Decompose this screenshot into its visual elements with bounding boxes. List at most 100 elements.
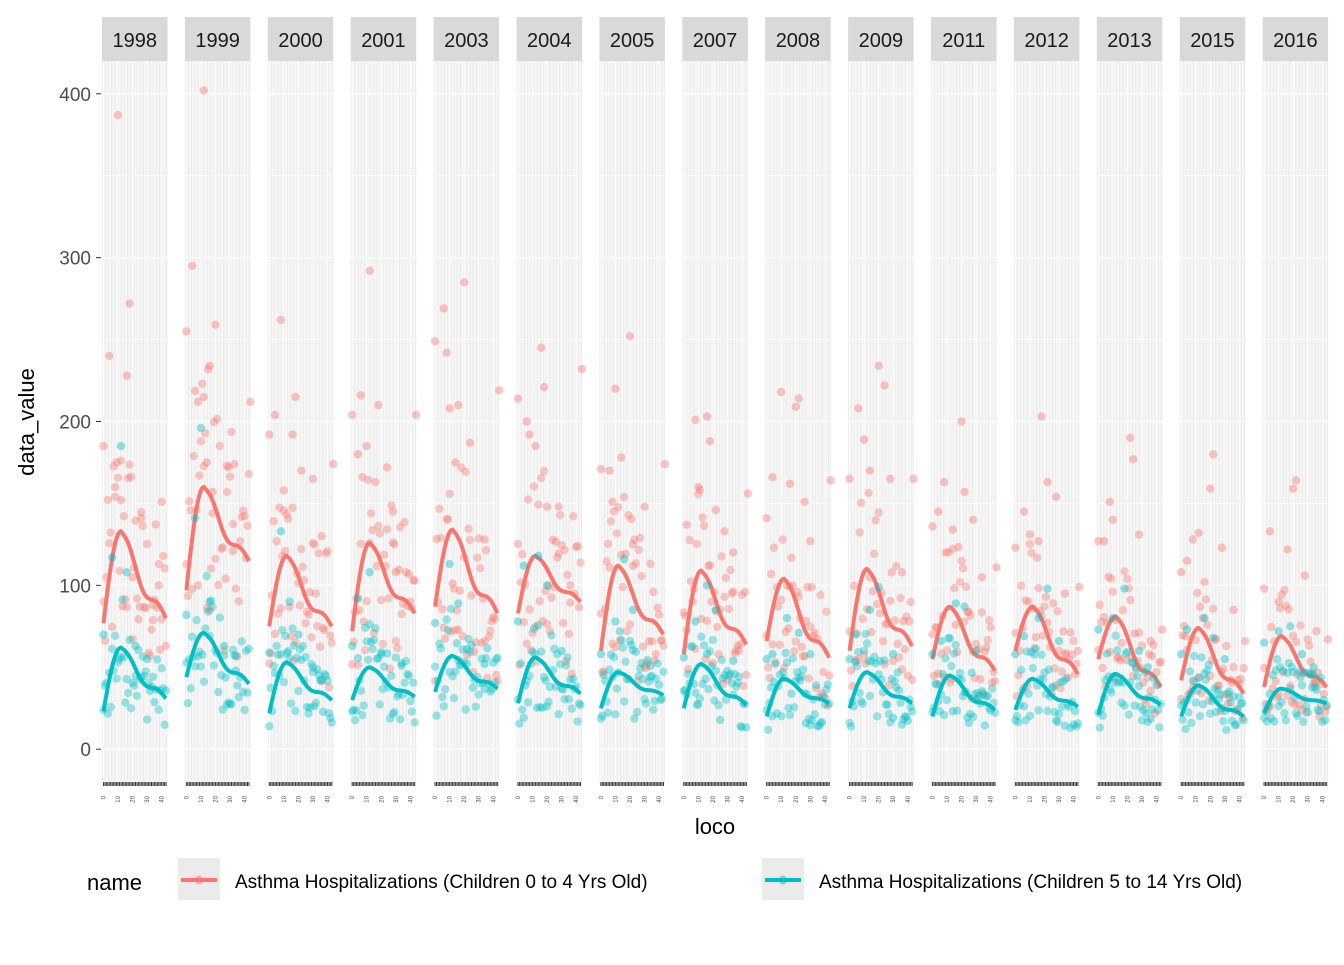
data-point <box>657 694 667 703</box>
data-point <box>691 644 700 654</box>
data-point <box>445 559 454 569</box>
data-point <box>116 652 126 661</box>
data-point <box>1283 691 1292 700</box>
data-point <box>142 715 152 724</box>
data-point <box>557 646 566 656</box>
data-point <box>125 460 134 469</box>
data-point <box>691 617 700 626</box>
data-point <box>1112 653 1122 663</box>
data-point <box>1309 670 1318 679</box>
data-point <box>1241 636 1250 646</box>
data-point <box>519 561 528 570</box>
data-point <box>1236 674 1246 684</box>
data-point <box>782 658 792 667</box>
data-point <box>462 645 472 654</box>
data-point <box>660 459 670 469</box>
data-point <box>445 667 454 677</box>
series-children-0-4 <box>596 332 670 686</box>
data-point <box>196 662 206 671</box>
data-point <box>1145 650 1154 659</box>
data-point <box>775 670 784 680</box>
data-point <box>160 720 169 730</box>
smooth-line <box>350 665 416 701</box>
data-point <box>825 671 834 680</box>
data-point <box>115 566 124 576</box>
data-point <box>644 637 654 646</box>
data-point <box>1188 535 1198 544</box>
data-point <box>480 684 489 694</box>
smooth-line <box>847 566 914 652</box>
data-point <box>465 647 475 657</box>
data-point <box>525 605 534 614</box>
data-point <box>880 660 889 669</box>
data-point <box>436 644 446 653</box>
data-point <box>688 642 697 651</box>
data-point <box>905 617 914 626</box>
data-point <box>107 622 117 632</box>
data-point <box>772 709 782 718</box>
facet-strip <box>433 17 500 61</box>
x-tick-label: 20 <box>1042 795 1048 802</box>
data-point <box>374 400 383 410</box>
data-point <box>967 668 976 678</box>
data-point <box>907 707 917 716</box>
legend-title: name <box>87 870 142 895</box>
data-point <box>278 625 287 635</box>
data-point <box>1156 657 1166 666</box>
data-point <box>452 639 462 648</box>
series-children-5-14 <box>928 599 1000 730</box>
data-point <box>438 604 447 614</box>
data-point <box>544 581 553 590</box>
data-point <box>1041 592 1051 602</box>
data-point <box>893 668 902 677</box>
data-point <box>535 597 544 606</box>
data-point <box>221 673 230 682</box>
data-point <box>682 520 691 529</box>
data-point <box>148 616 158 625</box>
data-point <box>410 576 419 585</box>
smooth-line <box>516 655 582 704</box>
data-point <box>279 486 289 495</box>
x-tick-label: 0 <box>1262 795 1268 799</box>
data-point <box>1198 700 1208 709</box>
data-point <box>542 581 552 590</box>
data-point <box>599 670 608 679</box>
data-point <box>273 609 283 618</box>
data-point <box>929 671 939 681</box>
data-point <box>953 647 962 657</box>
x-tick-label: 0 <box>516 795 522 799</box>
data-point <box>1137 641 1147 650</box>
data-point <box>723 675 732 684</box>
data-point <box>265 659 274 668</box>
data-point <box>218 705 227 714</box>
data-point <box>1211 707 1221 717</box>
data-point <box>625 620 635 629</box>
data-point <box>787 553 796 562</box>
facet-strip <box>516 17 582 61</box>
data-point <box>302 607 312 616</box>
data-point <box>790 647 799 656</box>
data-point <box>358 472 367 482</box>
data-point <box>198 650 207 659</box>
data-point <box>1299 717 1308 726</box>
x-tick-label: 20 <box>794 795 800 802</box>
data-point <box>963 607 972 617</box>
data-point <box>1222 725 1231 735</box>
data-point <box>1315 712 1324 721</box>
data-point <box>539 382 549 392</box>
facet-strip <box>102 17 168 61</box>
data-point <box>464 524 473 534</box>
data-point <box>1206 484 1215 493</box>
data-point <box>602 557 611 566</box>
data-point <box>861 659 870 668</box>
data-point <box>1053 607 1062 616</box>
data-point <box>729 548 738 557</box>
data-point <box>1217 543 1227 552</box>
facet-strip <box>1013 17 1080 61</box>
data-point <box>1059 677 1068 686</box>
data-point <box>150 697 159 707</box>
data-point <box>190 662 200 671</box>
data-point <box>566 581 575 590</box>
data-point <box>291 638 300 647</box>
data-point <box>1142 709 1151 718</box>
